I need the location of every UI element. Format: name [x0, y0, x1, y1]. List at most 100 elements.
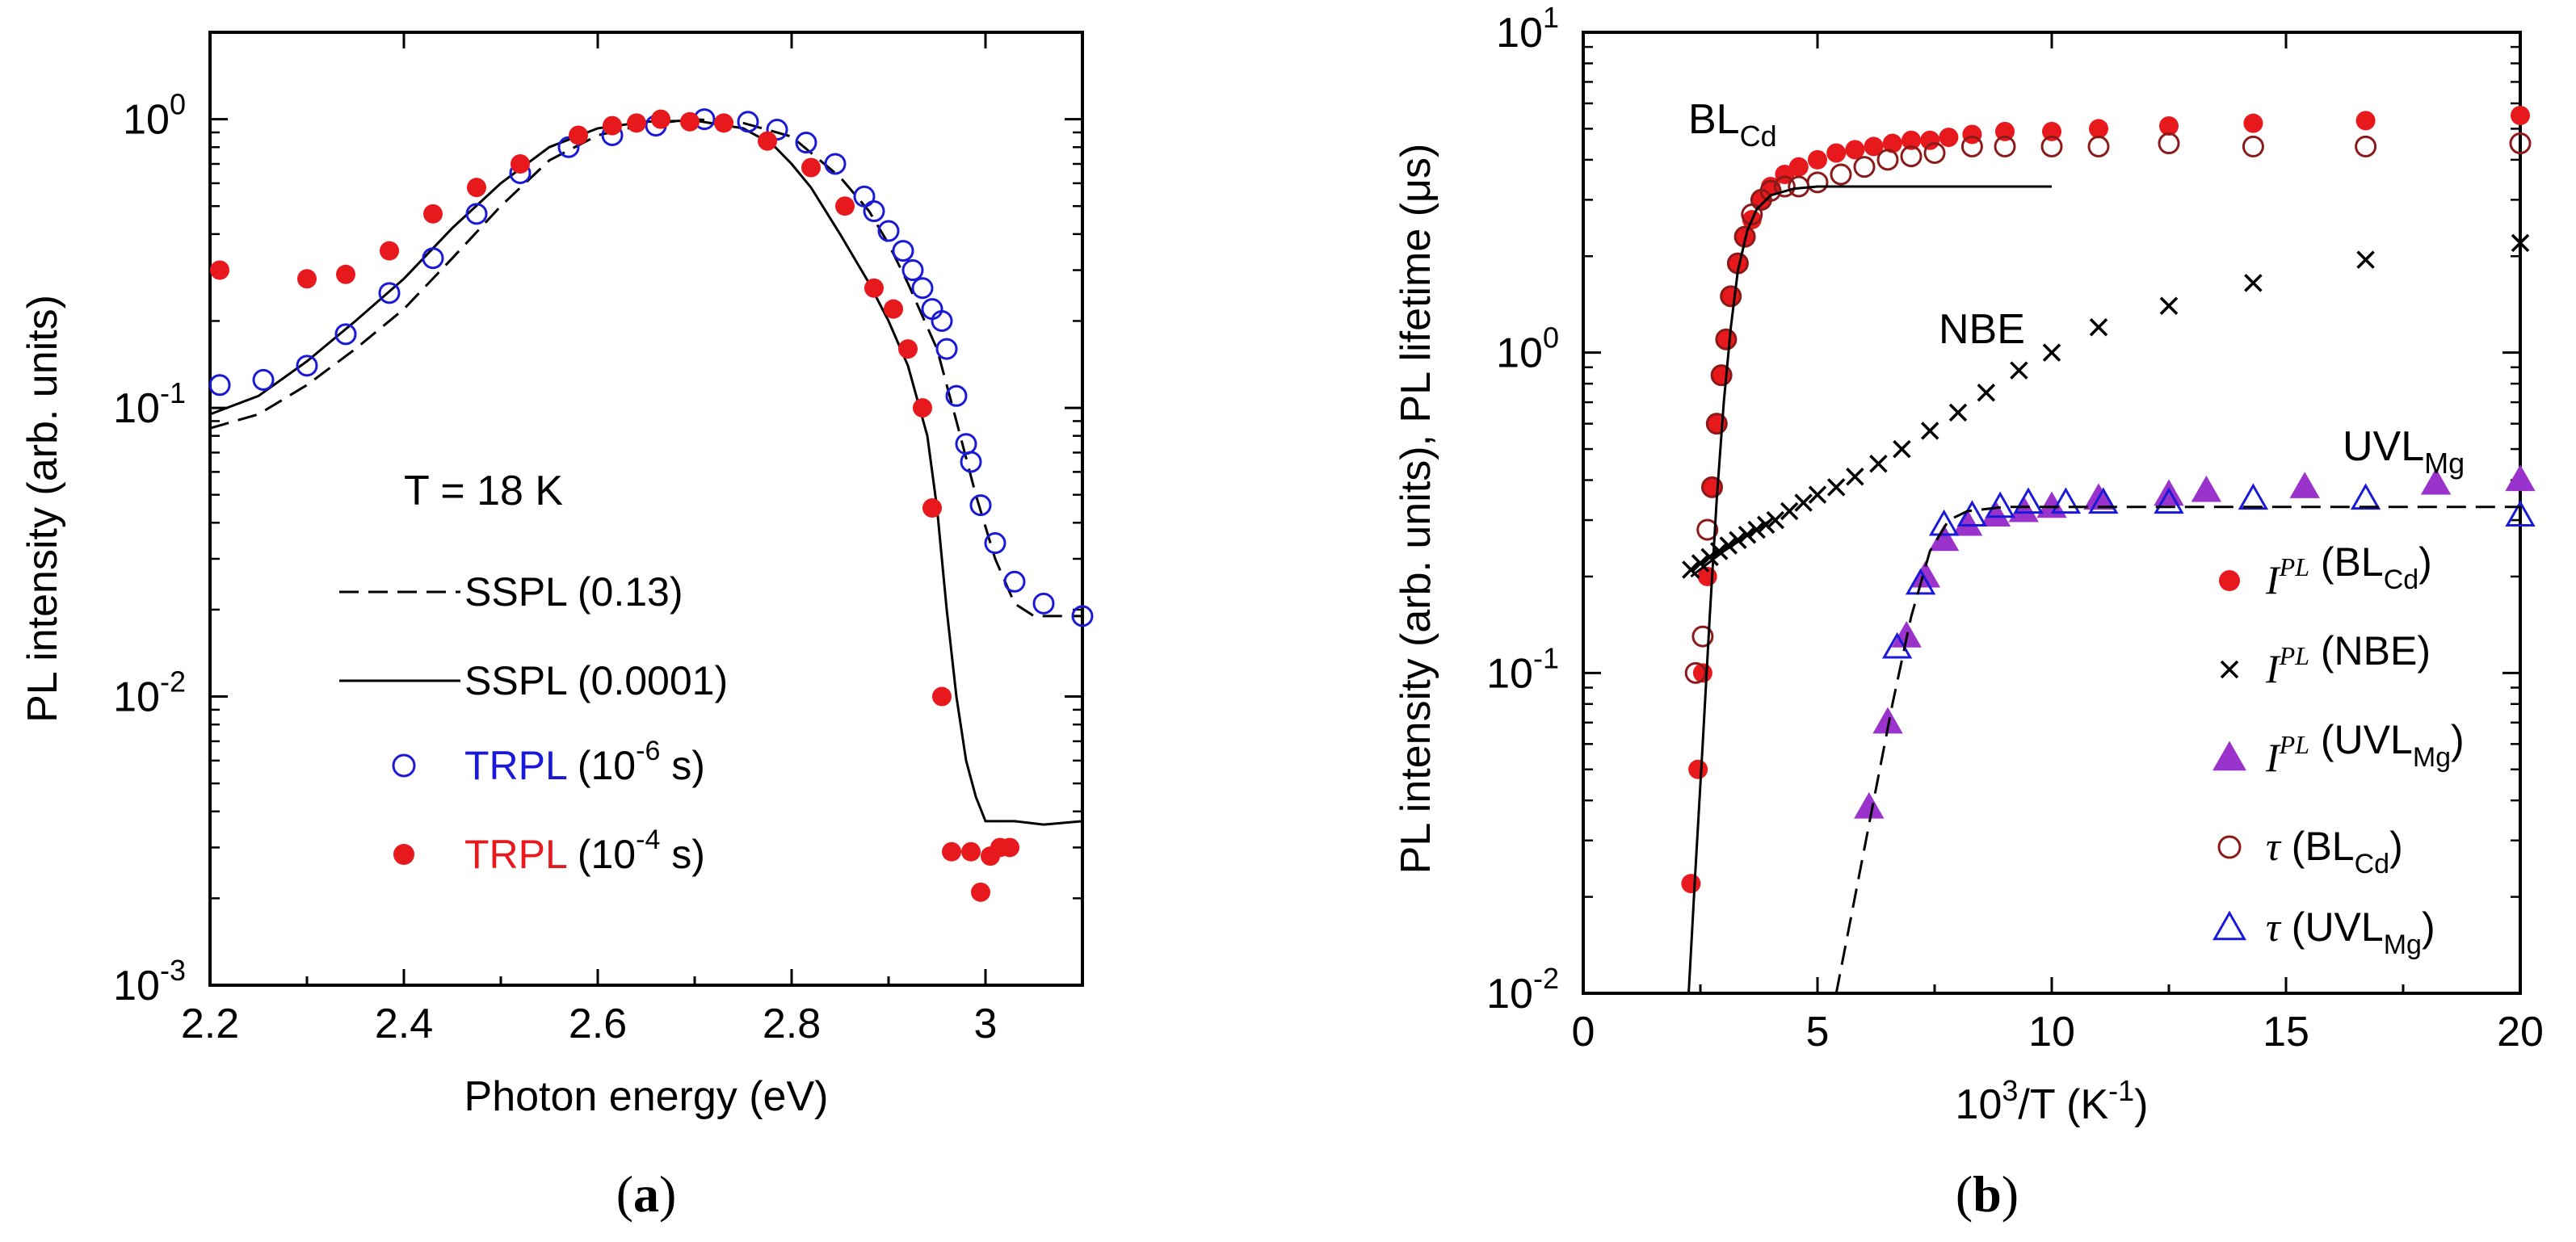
data-point-trpl_1e6 [766, 119, 788, 141]
data-point-trpl_1e6 [334, 323, 357, 346]
data-point-ipl_blcd [2355, 111, 2376, 131]
data-point-ipl_uvl [1910, 560, 1941, 588]
data-point-trpl_1e6 [960, 451, 982, 473]
data-point-ipl_nbe [2244, 274, 2263, 292]
data-point-trpl_1e4 [336, 264, 355, 284]
data-point-tau_blcd [2040, 135, 2063, 157]
legend-label-sspl_013: SSPL (0.13) [464, 569, 683, 615]
data-point-ipl_nbe [2511, 233, 2530, 253]
legend-swatch-trpl_1e4 [393, 844, 414, 865]
data-point-ipl_nbe [1893, 439, 1911, 459]
y-tick-label: 10-1 [113, 376, 186, 432]
x-tick-label: 20 [2497, 1009, 2544, 1055]
data-point-ipl_nbe [2010, 361, 2028, 380]
data-point-tau_blcd [1900, 145, 1923, 168]
data-point-trpl_1e4 [961, 841, 981, 862]
annotation-0: BLCd [1688, 96, 1777, 153]
data-point-tau_uvl [1881, 631, 1913, 659]
data-point-tau_blcd [1705, 413, 1728, 435]
data-point-tau_blcd [2355, 135, 2377, 157]
data-point-tau_blcd [2509, 132, 2532, 155]
panel-b-label: (b) [1956, 1165, 2019, 1223]
data-point-trpl_1e4 [1000, 837, 1019, 858]
data-point-trpl_1e4 [835, 196, 855, 216]
series-line-sspl_00001 [209, 119, 1083, 826]
data-point-ipl_blcd [2089, 119, 2108, 139]
data-point-trpl_1e6 [378, 282, 401, 304]
panel-b-chart: 0 5 10 15 20 10-2 10-1 100 101 103/T (K-1) PL in… [1393, 1, 2544, 1128]
x-tick-label: 3 [974, 1001, 998, 1047]
panel-a-ylabel: PL intensity (arb. units) [19, 295, 66, 723]
data-point-trpl_1e6 [465, 203, 488, 225]
data-point-ipl_blcd [1920, 130, 1940, 150]
data-point-tau_uvl [2050, 487, 2082, 514]
data-point-tau_blcd [1691, 625, 1714, 648]
y-tick-label: 100 [1496, 321, 1559, 377]
data-point-ipl_blcd [1808, 149, 1827, 170]
data-point-trpl_1e4 [932, 686, 952, 707]
x-tick-label: 2.8 [763, 1001, 821, 1047]
data-point-ipl_nbe [1794, 493, 1813, 512]
data-point-tau_uvl [1956, 500, 1988, 527]
annotation-1: NBE [1939, 306, 2025, 353]
data-point-ipl_blcd [2042, 121, 2061, 141]
data-point-ipl_blcd [1728, 254, 1748, 274]
data-point-trpl_1e6 [911, 277, 934, 300]
data-point-tau_uvl [2088, 487, 2119, 514]
data-point-tau_uvl [2013, 487, 2044, 514]
data-point-ipl_blcd [2511, 105, 2530, 125]
data-point-trpl_1e6 [969, 494, 992, 517]
panel-a-xlabel: Photon energy (eV) [464, 1073, 829, 1120]
data-point-tau_blcd [1830, 163, 1852, 186]
data-point-trpl_1e6 [824, 153, 847, 175]
legend-swatch-ipl_nbe [2220, 660, 2239, 679]
data-point-trpl_1e6 [931, 309, 953, 332]
data-point-trpl_1e4 [569, 125, 588, 145]
data-point-trpl_1e4 [922, 498, 942, 518]
data-point-ipl_blcd [1864, 136, 1884, 157]
data-point-trpl_1e4 [467, 178, 486, 198]
legend-label-tau_blcd: τ (BLCd) [2266, 824, 2403, 879]
data-point-trpl_1e6 [1003, 570, 1026, 593]
data-point-tau_blcd [1773, 175, 1796, 198]
data-point-ipl_nbe [2089, 318, 2108, 337]
data-point-tau_uvl [2505, 500, 2536, 527]
panel-b-ylabel: PL intensity (arb. units), PL lifetime (… [1393, 144, 1439, 875]
panel-b-xlabel: 103/T (K-1) [1956, 1074, 2149, 1128]
data-point-ipl_nbe [1691, 554, 1710, 573]
data-point-ipl_nbe [2159, 296, 2179, 315]
data-point-tau_blcd [2158, 132, 2180, 155]
x-tick-label: 2.6 [569, 1001, 627, 1047]
data-point-ipl_nbe [2042, 343, 2061, 362]
data-point-trpl_1e6 [1071, 605, 1094, 627]
y-tick-label: 100 [123, 88, 186, 144]
data-point-trpl_1e4 [603, 115, 622, 136]
panel-a-annotation: T = 18 K [404, 468, 563, 514]
data-point-trpl_1e6 [252, 368, 275, 391]
data-point-ipl_uvl [2420, 468, 2452, 495]
data-point-trpl_1e6 [901, 259, 924, 282]
legend-label-trpl_1e4: TRPL (10-4 s) [464, 825, 705, 877]
data-point-tau_uvl [2238, 483, 2269, 510]
data-point-trpl_1e6 [955, 433, 977, 455]
data-point-ipl_blcd [2243, 113, 2263, 133]
series-line-fit_uvl [1834, 506, 2520, 994]
data-point-trpl_1e4 [511, 153, 530, 174]
data-point-trpl_1e6 [208, 374, 231, 397]
data-point-ipl_uvl [2505, 464, 2536, 492]
data-point-trpl_1e6 [557, 136, 580, 158]
y-tick-label: 10-2 [113, 665, 186, 721]
data-point-trpl_1e6 [935, 338, 958, 360]
data-point-ipl_nbe [1808, 485, 1827, 504]
data-point-ipl_nbe [1756, 515, 1775, 535]
data-point-trpl_1e4 [884, 299, 903, 319]
data-point-ipl_uvl [2154, 479, 2184, 506]
data-point-trpl_1e6 [892, 240, 914, 262]
data-point-trpl_1e4 [651, 109, 670, 129]
data-point-ipl_blcd [1826, 143, 1847, 163]
data-point-trpl_1e6 [984, 532, 1006, 555]
x-tick-label: 2.4 [375, 1001, 433, 1047]
data-point-trpl_1e4 [971, 882, 990, 902]
data-point-tau_blcd [1710, 364, 1733, 387]
data-point-ipl_uvl [1854, 791, 1885, 819]
